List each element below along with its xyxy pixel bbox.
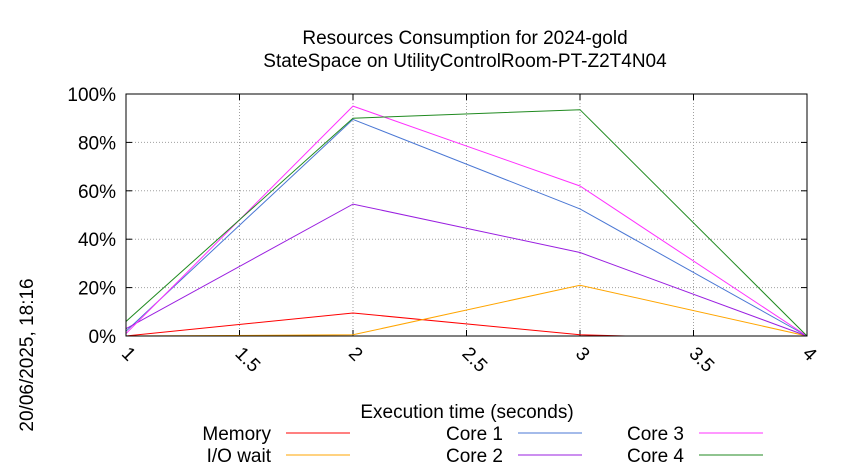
legend-label-core-1: Core 1 [446, 424, 503, 445]
grid-lines [126, 94, 807, 336]
x-tick-label: 2 [344, 343, 366, 365]
series-line-core-4 [125, 109, 808, 337]
plot-frame [125, 93, 808, 337]
y-tick-label: 40% [78, 230, 116, 251]
series-line-core-1 [125, 118, 808, 337]
y-tick-label: 20% [78, 279, 116, 300]
legend-label-core-2: Core 2 [446, 446, 503, 467]
series-lines [125, 105, 808, 337]
chart-title: Resources Consumption for 2024-gold [302, 28, 627, 49]
x-tick-label: 2.5 [458, 343, 492, 377]
series-line-i-o-wait [125, 284, 808, 337]
x-tick-label: 3 [571, 343, 593, 365]
series-line-memory [125, 312, 626, 337]
timestamp-label: 20/06/2025, 18:16 [17, 278, 38, 431]
y-tick-label: 60% [78, 182, 116, 203]
legend-label-core-3: Core 3 [627, 424, 684, 445]
x-axis-label: Execution time (seconds) [360, 402, 573, 423]
series-line-core-2 [125, 203, 808, 337]
y-tick-label: 0% [89, 327, 117, 348]
x-tick-label: 4 [798, 343, 821, 366]
legend-label-memory: Memory [202, 424, 271, 445]
chart-subtitle: StateSpace on UtilityControlRoom-PT-Z2T4… [263, 51, 667, 72]
y-axis-ticks: 0% 20% 40% 60% 80% 100% [67, 85, 807, 348]
x-tick-label: 1.5 [231, 343, 265, 377]
legend-label-i-o-wait: I/O wait [207, 446, 272, 467]
y-tick-label: 100% [67, 85, 116, 106]
legend-label-core-4: Core 4 [627, 446, 684, 467]
y-tick-label: 80% [78, 133, 116, 154]
x-tick-label: 3.5 [685, 343, 719, 377]
x-tick-label: 1 [117, 343, 139, 365]
